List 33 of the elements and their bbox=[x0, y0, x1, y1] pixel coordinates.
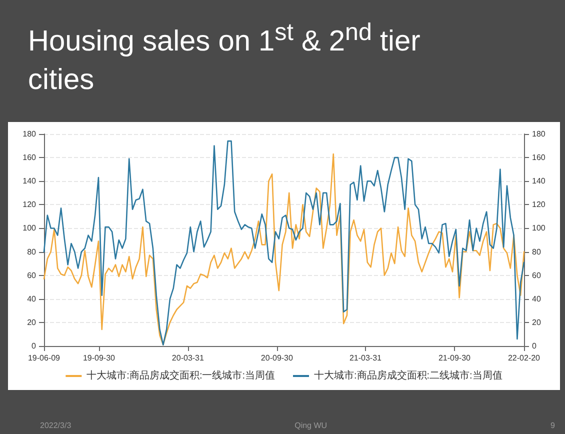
y-tick-label: 20 bbox=[27, 318, 37, 327]
y2-tick-label: 160 bbox=[532, 153, 546, 162]
chart-title: Housing sales on 1$^{st}$ & 2$^{nd}$ tier cities bbox=[28, 19, 420, 96]
y-tick-label: 80 bbox=[27, 247, 37, 256]
y-tick-label: 120 bbox=[22, 200, 37, 210]
y-tick-label: 40 bbox=[27, 294, 37, 304]
y2-tick-label: 120 bbox=[532, 200, 546, 210]
y-tick-label: 140 bbox=[22, 176, 37, 186]
text: 9 bbox=[550, 421, 555, 430]
y2-tick-label: 20 bbox=[532, 318, 542, 327]
y2-tick-label: 60 bbox=[532, 270, 542, 280]
y2-tick-label: 40 bbox=[532, 294, 542, 304]
y2-tick-label: 140 bbox=[532, 176, 546, 186]
y-tick-label: 180 bbox=[22, 130, 37, 138]
x-tick-label: 21-09-30 bbox=[438, 354, 472, 362]
y-tick-label: 160 bbox=[22, 153, 37, 162]
y2-tick-label: 0 bbox=[532, 342, 537, 350]
y-tick-label: 100 bbox=[22, 224, 37, 233]
legend-label: 十大城市:商品房成交面积:一线城市:当周值 bbox=[86, 370, 276, 382]
x-tick-label: 19-06-09 bbox=[28, 354, 61, 362]
y-tick-label: 0 bbox=[32, 342, 37, 350]
y2-tick-label: 100 bbox=[532, 224, 546, 233]
x-tick-label: 22-02-20 bbox=[508, 354, 541, 362]
y2-tick-label: 80 bbox=[532, 247, 542, 256]
x-tick-label: 20-09-30 bbox=[260, 354, 294, 362]
x-tick-label: 20-03-31 bbox=[172, 354, 205, 362]
x-tick-label: 21-03-31 bbox=[349, 354, 382, 362]
x-tick-label: 19-09-30 bbox=[82, 354, 116, 362]
text: Qing WU bbox=[294, 421, 328, 430]
y2-tick-label: 180 bbox=[532, 130, 546, 138]
legend-label: 十大城市:商品房成交面积:二线城市:当周值 bbox=[314, 370, 502, 382]
text: 2022/3/3 bbox=[40, 421, 72, 430]
y-tick-label: 60 bbox=[27, 270, 37, 280]
